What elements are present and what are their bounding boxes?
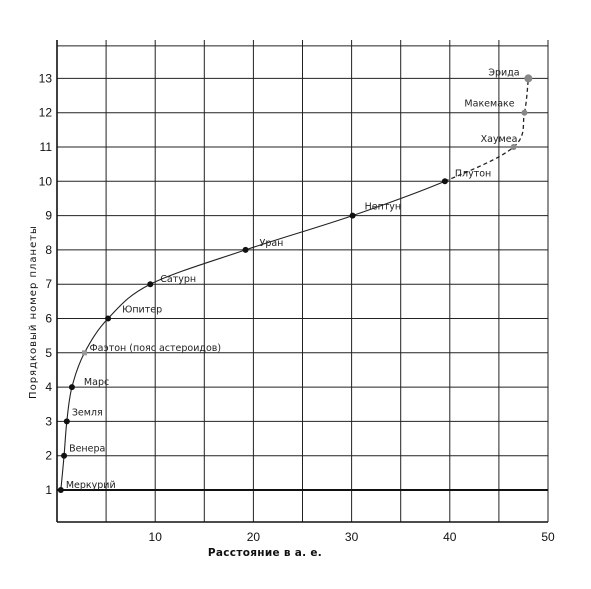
y-tick-label: 9: [45, 209, 52, 223]
trend-curve-segment: [245, 215, 353, 251]
point-label: Уран: [260, 238, 284, 249]
x-tick-label: 40: [443, 530, 457, 544]
data-points: [57, 74, 533, 493]
point-label: Хаумеа: [481, 134, 518, 145]
data-point: [524, 74, 533, 83]
trend-curve-segment: [444, 146, 515, 182]
point-label: Фаэтон (пояс астероидов): [89, 343, 221, 354]
point-labels: Меркурий Венера Земля Марс Фаэтон (пояс асте…: [66, 67, 520, 491]
point-label: Нептун: [365, 202, 402, 213]
y-tick-label: 1: [45, 483, 52, 497]
x-tick-label: 30: [345, 530, 359, 544]
y-tick-label: 7: [45, 277, 52, 291]
data-point: [242, 246, 249, 253]
point-label: Земля: [72, 407, 103, 418]
point-label: Макемаке: [464, 99, 514, 110]
y-tick-label: 3: [45, 414, 52, 428]
y-tick-label: 13: [39, 71, 53, 85]
y-tick-label: 2: [45, 449, 52, 463]
data-point: [105, 315, 112, 322]
point-label: Плутон: [455, 168, 491, 179]
y-tick-label: 12: [39, 106, 53, 120]
point-label: Венера: [69, 444, 105, 455]
trend-curve-segment: [150, 249, 246, 285]
data-point: [510, 144, 517, 150]
y-tick-label: 6: [45, 312, 52, 326]
trend-curve-segment: [513, 112, 526, 148]
y-tick-label: 11: [40, 140, 53, 154]
y-tick-label: 4: [45, 380, 52, 394]
x-tick-label: 20: [247, 530, 261, 544]
data-point: [81, 350, 87, 356]
y-tick-label: 10: [39, 174, 53, 188]
data-point: [349, 212, 356, 219]
y-axis-label: Порядковый номер планеты: [28, 225, 39, 399]
axes: [56, 40, 548, 523]
y-tick-label: 8: [45, 243, 52, 257]
trend-curve-segment: [107, 283, 151, 319]
grid: [57, 40, 549, 522]
data-point: [61, 452, 68, 459]
x-tick-label: 10: [149, 530, 163, 544]
trend-curve-segment: [84, 318, 109, 354]
point-label: Меркурий: [66, 480, 116, 491]
trend-curve-segment: [352, 180, 446, 217]
data-point: [441, 178, 448, 185]
point-label: Эрида: [488, 67, 519, 78]
point-label: Юпитер: [122, 305, 162, 316]
x-axis-label: Расстояние в а. е.: [208, 547, 322, 559]
data-point: [147, 281, 154, 288]
data-point: [63, 418, 70, 425]
data-point: [521, 109, 528, 116]
data-point: [57, 487, 64, 493]
trend-curve-segment: [71, 352, 85, 388]
trend-curve-segment: [60, 455, 65, 491]
point-label: Сатурн: [160, 274, 196, 285]
y-tick-label: 5: [45, 346, 52, 360]
point-label: Марс: [84, 377, 109, 388]
x-tick-label: 50: [541, 530, 555, 544]
trend-curve-segment: [63, 421, 68, 456]
data-point: [68, 384, 75, 391]
trend-curve-segment: [523, 78, 530, 113]
